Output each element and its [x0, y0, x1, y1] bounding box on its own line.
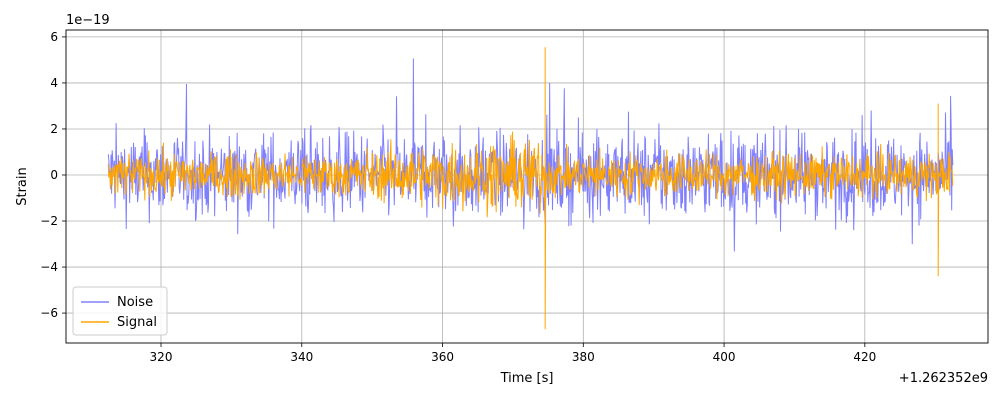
y-tick-label: 6: [50, 30, 58, 44]
x-tick-label: 420: [853, 350, 876, 364]
x-tick-label: 360: [431, 350, 454, 364]
legend: Noise Signal: [72, 286, 168, 336]
x-axis-label: Time [s]: [500, 371, 554, 386]
x-tick-label: 340: [290, 350, 313, 364]
legend-box: [72, 286, 168, 336]
x-offset-label: +1.262352e9: [899, 371, 988, 386]
series-line-signal: [107, 47, 954, 330]
y-tick-label: −4: [40, 260, 58, 274]
x-tick-label: 320: [150, 350, 173, 364]
axis-ticks: 320 340 360 380 400 420 −6 −4 −2 0 2 4 6: [40, 30, 876, 364]
series-layer: [107, 47, 954, 330]
x-tick-label: 380: [572, 350, 595, 364]
x-tick-label: 400: [713, 350, 736, 364]
y-scale-label: 1e−19: [66, 13, 110, 28]
y-tick-label: −6: [40, 306, 58, 320]
y-tick-label: 0: [50, 168, 58, 182]
y-axis-label: Strain: [15, 167, 30, 206]
plot-frame: [65, 29, 989, 344]
legend-label-noise: Noise: [117, 295, 153, 310]
legend-label-signal: Signal: [117, 315, 157, 330]
y-tick-label: 2: [50, 122, 58, 136]
y-tick-label: 4: [50, 76, 58, 90]
y-tick-label: −2: [40, 214, 58, 228]
